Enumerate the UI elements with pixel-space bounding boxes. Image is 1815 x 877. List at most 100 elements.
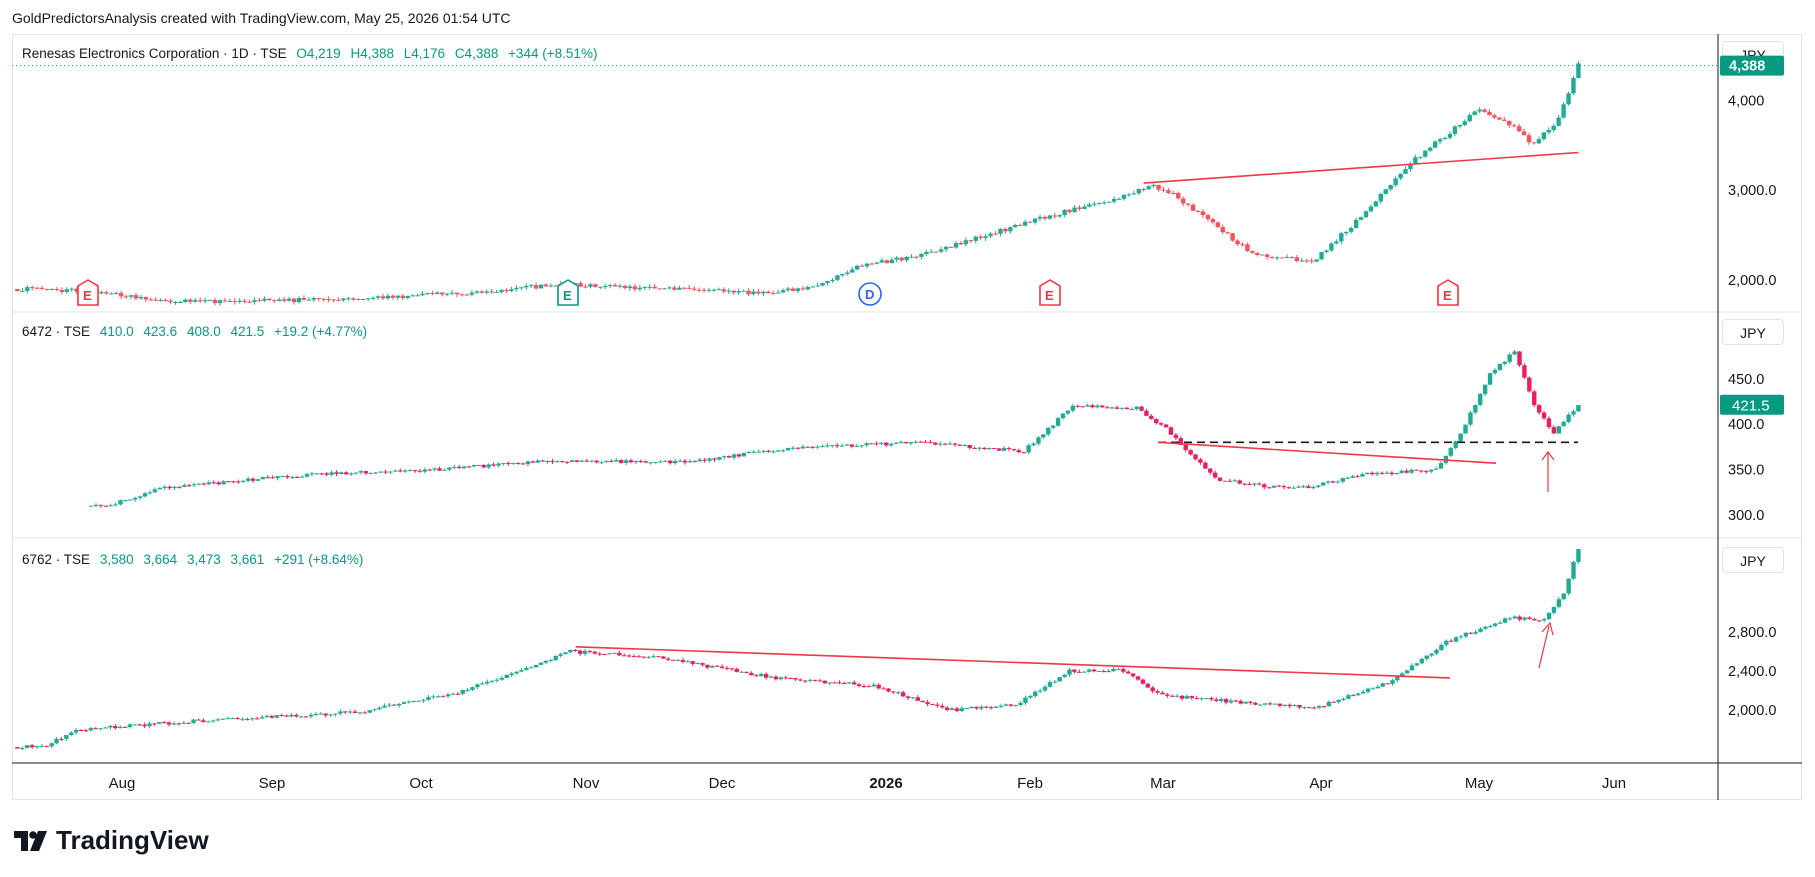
candle-up	[1438, 463, 1444, 469]
pane1-legend: Renesas Electronics Corporation · 1D · T…	[22, 46, 597, 61]
candle-down	[400, 295, 405, 299]
candle-up	[1390, 680, 1395, 684]
candle-up	[1348, 228, 1354, 232]
candle-up	[341, 298, 346, 301]
candle-up	[432, 468, 437, 470]
candle-down	[201, 720, 206, 722]
candle-up	[1512, 351, 1517, 355]
candle-down	[176, 723, 182, 725]
candle-down	[1212, 472, 1218, 478]
candle-up	[93, 504, 99, 506]
candle-up	[1556, 599, 1562, 607]
candle-down	[1527, 617, 1532, 619]
candle-down	[59, 738, 64, 740]
candle-up	[1393, 178, 1398, 186]
candle-up	[988, 233, 993, 237]
candle-down	[957, 444, 963, 446]
candle-down	[540, 460, 545, 462]
candle-down	[1294, 257, 1300, 262]
candle-down	[602, 654, 607, 656]
candle-down	[954, 708, 960, 712]
candle-down	[1351, 695, 1356, 697]
candle-up	[25, 287, 30, 291]
candle-up	[452, 466, 457, 468]
candle-up	[1353, 219, 1359, 229]
candle-down	[1238, 700, 1243, 704]
candle-down	[1176, 192, 1181, 199]
candle-up	[815, 285, 820, 287]
candle-up	[807, 679, 813, 681]
candle-down	[550, 460, 555, 462]
candle-up	[1487, 373, 1493, 385]
candle-down	[142, 724, 147, 727]
candle-down	[1233, 700, 1239, 702]
tradingview-logo[interactable]: TradingView	[14, 825, 209, 856]
candle-up	[304, 474, 310, 477]
candle-down	[250, 478, 256, 481]
candle-down	[1208, 468, 1213, 473]
candle-down	[166, 722, 172, 725]
candle-up	[1272, 703, 1278, 705]
candle-up	[1070, 405, 1076, 411]
candle-up	[173, 301, 178, 303]
candle-up	[484, 681, 490, 684]
candle-up	[49, 743, 54, 747]
candle-down	[39, 287, 45, 289]
pane1-open: O4,219	[296, 46, 341, 61]
x-tick-label: 2026	[869, 775, 902, 792]
candle-up	[1329, 243, 1334, 251]
candle-down	[362, 712, 368, 714]
candle-up	[929, 251, 934, 253]
candle-up	[820, 283, 825, 286]
candle-up	[1109, 407, 1115, 409]
candle-down	[285, 476, 290, 478]
candle-up	[210, 720, 216, 722]
candle-up	[1482, 384, 1488, 394]
candle-down	[1286, 487, 1291, 489]
candle-up	[469, 292, 475, 295]
candle-up	[514, 287, 519, 290]
candle-up	[893, 442, 899, 444]
candle-up	[118, 500, 123, 505]
candle-down	[437, 468, 442, 471]
candle-up	[844, 444, 850, 446]
candle-up	[1571, 411, 1576, 415]
candle-down	[734, 668, 739, 672]
candle-down	[1250, 251, 1255, 253]
candle-down	[1101, 671, 1106, 673]
candle-up	[910, 697, 916, 699]
candle-up	[1111, 668, 1116, 672]
candle-down	[1468, 632, 1473, 634]
candle-up	[147, 723, 152, 727]
candle-up	[1335, 481, 1341, 483]
candle-down	[842, 682, 847, 684]
candle-up	[739, 671, 744, 673]
candle-down	[1262, 484, 1267, 488]
candle-up	[835, 275, 840, 280]
candle-down	[1551, 427, 1557, 434]
candle-up	[662, 288, 667, 290]
candle-up	[1373, 201, 1379, 207]
pane3-currency-button[interactable]: JPY	[1722, 547, 1784, 573]
candle-up	[1065, 410, 1071, 414]
candle-up	[401, 702, 407, 704]
candle-down	[1149, 415, 1154, 420]
pane2-low: 408.0	[186, 324, 221, 339]
x-tick-label: Aug	[109, 775, 136, 792]
candle-down	[967, 444, 972, 448]
pane2-currency-button[interactable]: JPY	[1722, 319, 1784, 345]
candle-down	[272, 300, 277, 302]
candle-up	[393, 470, 398, 472]
candle-down	[978, 236, 983, 239]
candle-up	[780, 450, 786, 452]
candle-down	[1114, 407, 1120, 409]
candle-down	[968, 240, 974, 242]
candle-up	[1252, 483, 1257, 485]
candle-up	[642, 286, 647, 288]
candle-down	[344, 472, 349, 475]
candle-up	[1324, 250, 1329, 253]
candle-up	[127, 724, 133, 727]
candle-up	[123, 500, 128, 502]
candle-up	[449, 292, 455, 294]
